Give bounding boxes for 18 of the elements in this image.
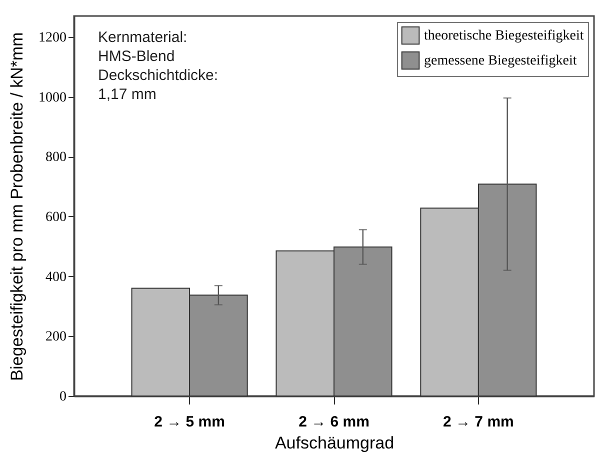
y-tick-label: 800 xyxy=(46,150,66,166)
legend-label: gemessene Biegesteifigkeit xyxy=(424,54,577,68)
x-tick-label: 2 → 7 mm xyxy=(443,414,514,430)
x-axis-title: Aufschäumgrad xyxy=(274,434,394,452)
annotation: 1,17 mm xyxy=(98,86,156,103)
annotation: HMS-Blend xyxy=(98,48,175,65)
y-tick-label: 0 xyxy=(60,390,66,404)
y-tick-label: 1200 xyxy=(38,30,66,46)
y-tick-label: 1000 xyxy=(38,90,66,106)
legend-label: theoretische Biegesteifigkeit xyxy=(424,28,584,44)
y-tick-label: 200 xyxy=(46,330,66,345)
y-tick-label: 400 xyxy=(46,270,66,285)
y-axis-title: Biegesteifigkeit pro mm Probenbreite / kN*mm xyxy=(8,32,26,381)
x-tick-label: 2 → 6 mm xyxy=(298,414,370,430)
x-tick-label: 2 → 5 mm xyxy=(154,414,225,430)
annotation: Kernmaterial: xyxy=(98,29,188,46)
y-tick-label: 600 xyxy=(46,210,66,225)
annotation: Deckschichtdicke: xyxy=(98,67,218,84)
